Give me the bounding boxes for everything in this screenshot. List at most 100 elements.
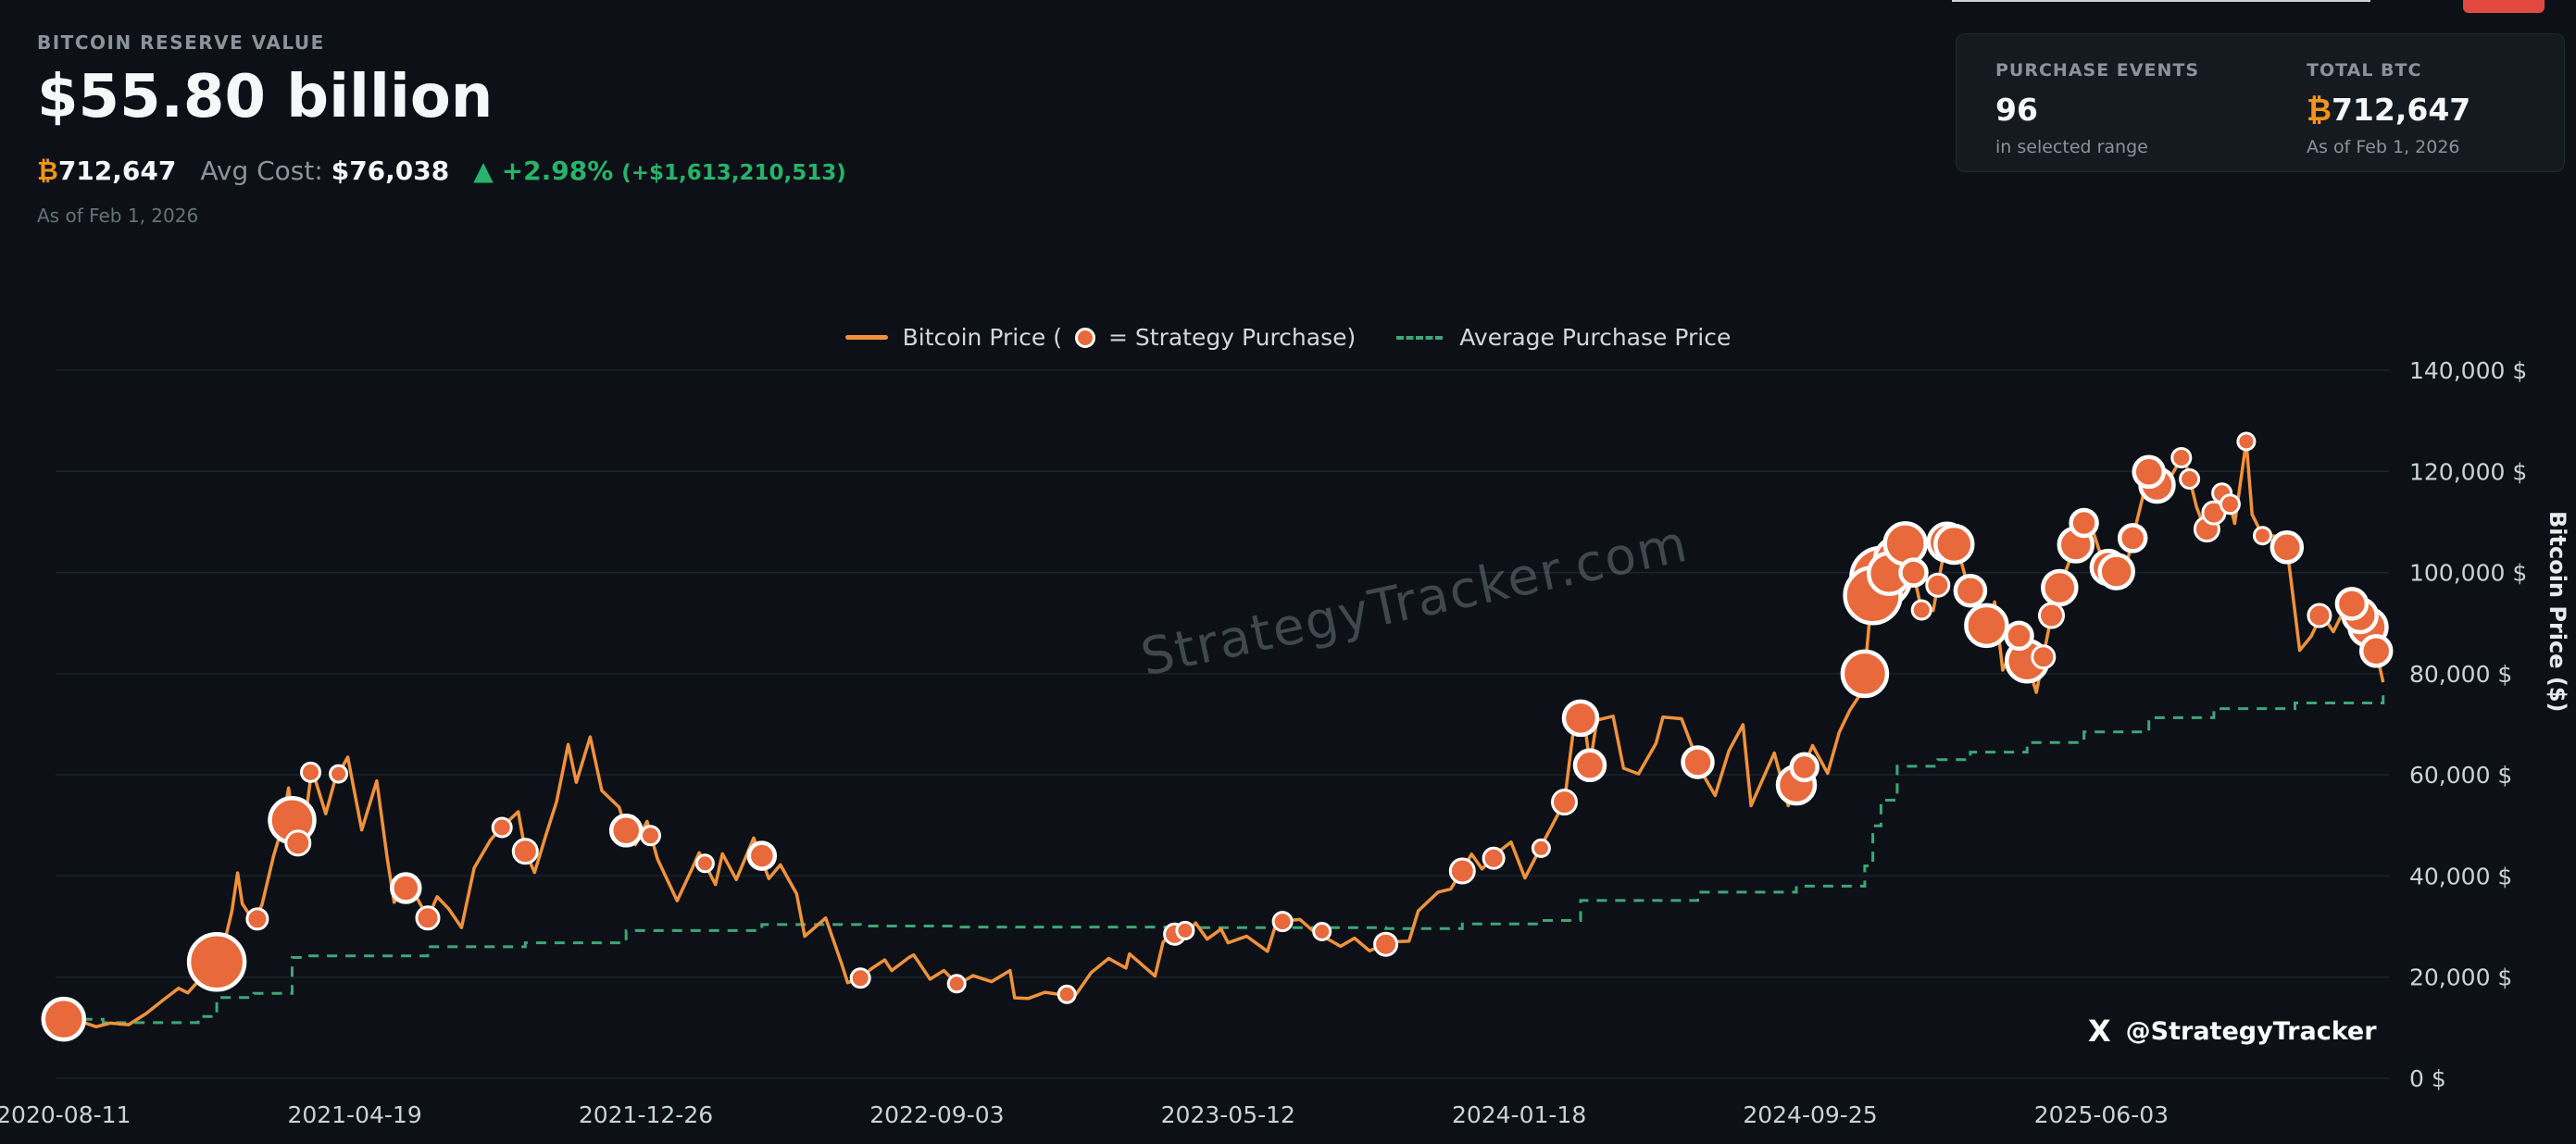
btc-holdings: ₿712,647 [37, 155, 176, 186]
y-tick-label: 40,000 $ [2409, 863, 2512, 889]
change: ▲ +2.98% (+$1,613,210,513) [473, 155, 846, 186]
price-line-swatch-icon [844, 335, 888, 340]
purchase-marker[interactable] [41, 996, 87, 1042]
cropped-red-button[interactable] [2463, 0, 2545, 13]
purchase-marker[interactable] [1057, 984, 1077, 1004]
y-tick-label: 80,000 $ [2409, 661, 2512, 688]
x-tick-label: 2022-09-03 [869, 1101, 1004, 1128]
total-btc-label: TOTAL BTC [2307, 60, 2422, 81]
purchase-marker[interactable] [2117, 523, 2148, 553]
price-line [63, 440, 2385, 1029]
up-triangle-icon: ▲ [473, 155, 494, 186]
purchase-marker[interactable] [1531, 838, 1551, 858]
btc-symbol-icon: ₿ [2307, 92, 2332, 128]
purchase-marker[interactable] [694, 853, 715, 874]
purchase-marker[interactable] [849, 967, 871, 989]
purchase-marker[interactable] [2358, 634, 2394, 668]
purchase-marker[interactable] [1482, 846, 1506, 870]
purchase-marker[interactable] [2270, 530, 2305, 565]
purchase-marker[interactable] [2170, 447, 2193, 468]
purchase-marker[interactable] [390, 872, 422, 904]
purchase-marker[interactable] [415, 905, 441, 931]
purchase-marker[interactable] [245, 907, 269, 931]
purchase-marker[interactable] [511, 838, 539, 865]
purchase-marker[interactable] [2219, 493, 2241, 516]
x-tick-label: 2025-06-03 [2034, 1101, 2169, 1128]
purchase-marker[interactable] [1373, 931, 1399, 957]
as-of-date: As of Feb 1, 2026 [37, 205, 199, 227]
purchase-marker[interactable] [608, 814, 644, 848]
total-btc-value: ₿712,647 [2307, 92, 2471, 128]
purchase-marker[interactable] [1448, 857, 1476, 885]
y-tick-label: 0 $ [2409, 1065, 2446, 1092]
x-tick-label: 2020-08-11 [0, 1101, 131, 1128]
purchase-marker[interactable] [2307, 603, 2332, 628]
total-btc-sub: As of Feb 1, 2026 [2307, 137, 2460, 157]
purchase-marker[interactable] [1271, 911, 1294, 933]
purchase-marker[interactable] [1572, 748, 1607, 783]
y-tick-label: 100,000 $ [2409, 560, 2527, 587]
purchase-marker[interactable] [1933, 523, 1975, 566]
purchase-events-value: 96 [1995, 92, 2038, 128]
purchase-marker[interactable] [1561, 699, 1600, 738]
twitter-credit[interactable]: X @StrategyTracker [2088, 1013, 2377, 1049]
btc-symbol-icon: ₿ [37, 155, 58, 186]
purchase-marker[interactable] [2236, 431, 2257, 452]
purchase-marker[interactable] [491, 816, 513, 839]
purchase-marker[interactable] [2038, 602, 2065, 629]
purchase-marker[interactable] [1312, 922, 1332, 941]
purchase-marker[interactable] [329, 764, 349, 784]
avg-cost-value: $76,038 [331, 155, 450, 186]
y-tick-label: 140,000 $ [2409, 357, 2527, 384]
x-logo-icon: X [2088, 1013, 2111, 1049]
purchase-marker[interactable] [1964, 603, 2009, 649]
purchase-marker[interactable] [1898, 557, 1929, 588]
purchase-marker[interactable] [640, 825, 661, 847]
purchase-events-sub: in selected range [1995, 137, 2148, 157]
change-absolute: (+$1,613,210,513) [621, 161, 846, 185]
twitter-handle: @StrategyTracker [2125, 1016, 2377, 1046]
reserve-value: $55.80 billion [37, 63, 494, 131]
purchase-marker[interactable] [1925, 572, 1951, 598]
purchase-marker[interactable] [1910, 599, 1932, 621]
y-tick-label: 120,000 $ [2409, 458, 2527, 485]
purchase-marker[interactable] [2069, 507, 2099, 539]
header: BITCOIN RESERVE VALUE $55.80 billion ₿71… [37, 31, 846, 227]
purchase-marker[interactable] [284, 829, 312, 857]
cropped-slider-track[interactable] [1952, 0, 2370, 2]
purchase-marker[interactable] [1789, 752, 1819, 783]
avg-cost-label: Avg Cost: [200, 155, 323, 186]
avg-cost: Avg Cost: $76,038 [200, 155, 449, 186]
purchase-marker[interactable] [186, 932, 247, 992]
purchase-marker[interactable] [1175, 920, 1195, 940]
purchase-marker[interactable] [1882, 521, 1928, 566]
holdings-row: ₿712,647 Avg Cost: $76,038 ▲ +2.98% (+$1… [37, 155, 846, 186]
purchase-marker[interactable] [1681, 745, 1715, 779]
purchase-marker[interactable] [2041, 568, 2079, 607]
price-chart[interactable]: 0 $ 20,000 $ 40,000 $ 60,000 $ 80,000 $ 100,0… [0, 342, 2576, 1144]
purchase-marker[interactable] [1551, 789, 1578, 816]
change-percent: +2.98% [501, 155, 614, 186]
purchase-marker[interactable] [1953, 573, 1988, 608]
purchase-marker[interactable] [2132, 454, 2166, 490]
legend-price-prefix: Bitcoin Price ( [902, 324, 1063, 351]
y-axis-title: Bitcoin Price ($) [2545, 511, 2570, 713]
stats-card: PURCHASE EVENTS 96 in selected range TOT… [1956, 33, 2565, 172]
purchase-marker[interactable] [946, 974, 967, 994]
btc-amount: 712,647 [57, 155, 177, 186]
x-tick-label: 2023-05-12 [1161, 1101, 1295, 1128]
legend-avg-label: Average Purchase Price [1459, 324, 1732, 351]
purchase-marker[interactable] [2179, 468, 2201, 490]
purchase-marker[interactable] [1840, 649, 1890, 699]
purchase-marker[interactable] [2031, 644, 2057, 670]
chart-legend: Bitcoin Price ( = Strategy Purchase) Ave… [0, 324, 2576, 351]
x-tick-label: 2021-12-26 [579, 1101, 713, 1128]
legend-price-suffix: = Strategy Purchase) [1108, 324, 1357, 351]
purchase-marker[interactable] [746, 840, 778, 871]
purchase-marker[interactable] [2334, 587, 2370, 621]
purchase-marker[interactable] [300, 761, 321, 783]
purchase-marker[interactable] [2004, 620, 2034, 652]
purchase-marker[interactable] [2097, 553, 2135, 591]
y-tick-label: 20,000 $ [2409, 964, 2512, 991]
purchase-marker[interactable] [2253, 526, 2272, 546]
